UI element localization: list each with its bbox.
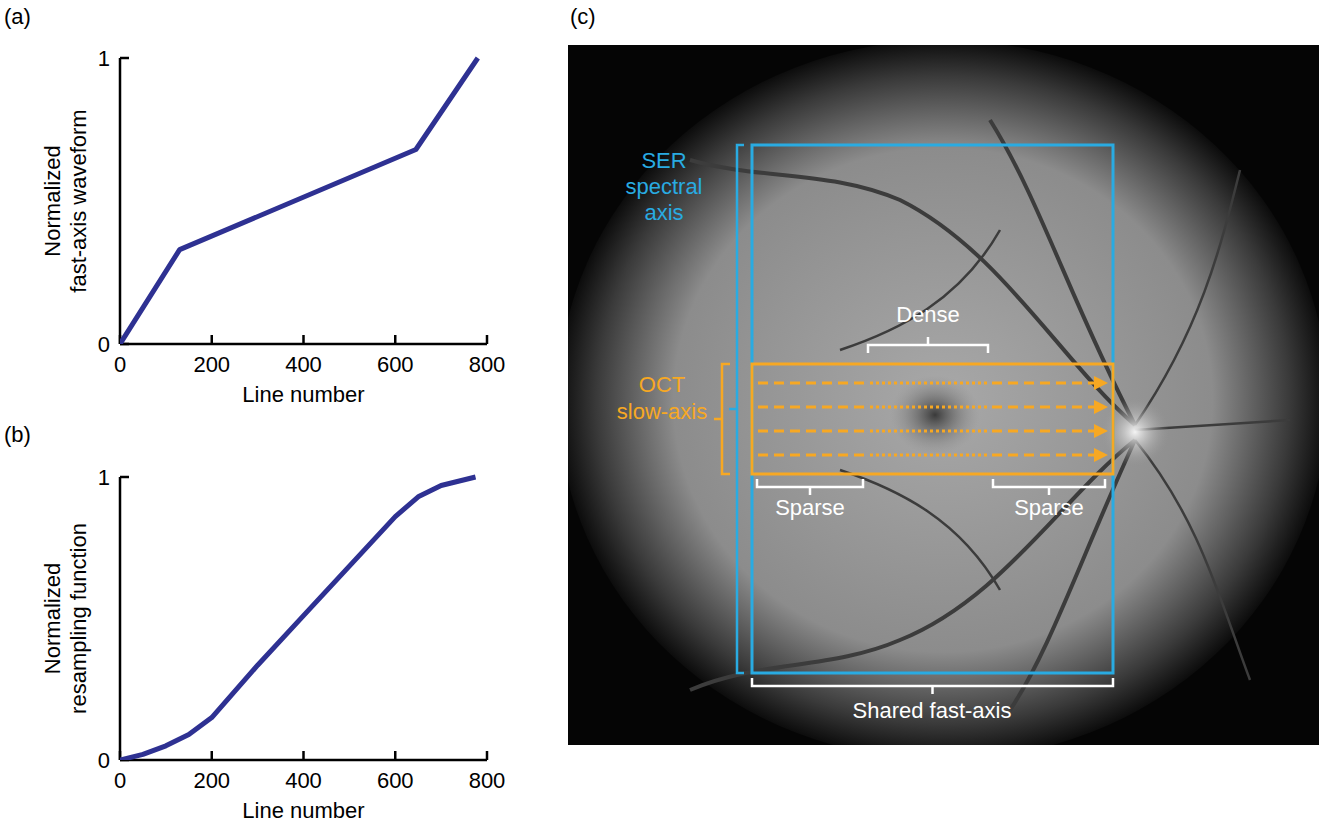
plot-area: [120, 58, 478, 344]
ser-label-line: axis: [644, 200, 683, 225]
ser-label-line: SER: [641, 148, 686, 173]
x-tick-label: 0: [114, 768, 126, 793]
ser-box: [752, 145, 1113, 673]
x-tick: [211, 751, 214, 760]
vessel: [840, 230, 1000, 350]
y-axis-title-line: fast-axis waveform: [66, 109, 91, 292]
x-tick: [394, 335, 397, 344]
dense-label: Dense: [896, 302, 960, 327]
oct-label-line: slow-axis: [617, 399, 707, 424]
x-axis-title: Line number: [242, 798, 364, 823]
data-line: [120, 477, 476, 760]
y-tick: [120, 476, 129, 479]
panel-label: (b): [4, 422, 31, 447]
scan-arrowhead: [1094, 376, 1108, 390]
fundus-image: [568, 45, 1319, 745]
x-tick-label: 200: [193, 768, 230, 793]
dense-bracket: [868, 337, 988, 353]
y-axis: [119, 477, 122, 760]
chart-panel: (b) 0 200 400 600 800 0 1 Line number Normalizedr…: [4, 422, 505, 823]
sparse-bracket: [993, 479, 1105, 495]
y-tick-label: 0: [98, 748, 110, 773]
ser-bracket: [729, 145, 744, 673]
scan-line-sparse: [992, 406, 1096, 409]
scan-line-sparse: [758, 430, 868, 433]
x-tick: [486, 335, 489, 344]
scan-arrowhead: [1094, 400, 1108, 414]
scan-line-sparse: [992, 382, 1096, 385]
scan-line-sparse: [758, 454, 868, 457]
scan-arrowhead: [1094, 448, 1108, 462]
scan-line-dense: [870, 454, 988, 457]
vessel: [1135, 440, 1250, 680]
scan-line-dense: [870, 382, 988, 385]
y-axis-title-line: Normalized: [40, 145, 65, 256]
y-tick-label: 1: [98, 465, 110, 490]
scan-line-dense: [870, 406, 988, 409]
y-tick-label: 0: [98, 332, 110, 357]
x-axis-title: Line number: [242, 382, 364, 407]
scan-line-dense: [870, 430, 988, 433]
y-axis-title-line: Normalized: [40, 563, 65, 674]
optic-disc: [1101, 398, 1169, 466]
data-line: [120, 58, 478, 344]
sparse-label: Sparse: [775, 495, 845, 520]
x-tick-label: 400: [285, 352, 322, 377]
y-tick-label: 1: [98, 46, 110, 71]
ser-label: SERspectralaxis: [625, 148, 702, 225]
x-tick: [211, 335, 214, 344]
x-tick: [486, 751, 489, 760]
x-tick-label: 0: [114, 352, 126, 377]
x-tick-label: 200: [193, 352, 230, 377]
scan-line-sparse: [758, 382, 868, 385]
scan-line-sparse: [758, 406, 868, 409]
sparse-label: Sparse: [1014, 495, 1084, 520]
shared-label: Shared fast-axis: [853, 698, 1012, 723]
fundus: [568, 45, 1319, 745]
ser-label-line: spectral: [625, 174, 702, 199]
chart-panel: (a) 0 200 400 600 800 0 1 Line number Normalizedf…: [4, 4, 505, 407]
x-tick: [302, 751, 305, 760]
y-tick: [120, 57, 129, 60]
vessel: [690, 440, 1135, 690]
x-tick-label: 600: [377, 768, 414, 793]
panel-label: (c): [570, 4, 596, 29]
x-tick: [302, 335, 305, 344]
plot-area: [120, 477, 476, 760]
canvas: (a)020040060080001Line numberNormalizedf…: [0, 0, 1319, 835]
oct-label-line: OCT: [639, 372, 685, 397]
y-axis-title-line: resampling function: [66, 523, 91, 714]
vessel: [1010, 440, 1135, 710]
sparse-bracket: [757, 479, 863, 495]
x-tick-label: 800: [469, 352, 506, 377]
x-tick: [394, 751, 397, 760]
y-axis-title: Normalizedfast-axis waveform: [40, 109, 91, 292]
figure: (a)020040060080001Line numberNormalizedf…: [0, 0, 1319, 835]
vessel: [690, 160, 1135, 425]
scan-line-sparse: [992, 454, 1096, 457]
x-tick-label: 800: [469, 768, 506, 793]
scan-line-sparse: [992, 430, 1096, 433]
x-tick-label: 400: [285, 768, 322, 793]
panel-label: (a): [4, 4, 31, 29]
image-panel: (c) SERspectralaxis OCTslow-axis Dense Spars…: [558, 4, 1319, 760]
oct-box: [752, 364, 1113, 474]
fovea: [890, 375, 980, 455]
shared-bracket: [752, 678, 1113, 694]
y-axis-title: Normalizedresampling function: [40, 523, 91, 714]
oct-label: OCTslow-axis: [617, 372, 707, 424]
x-tick-label: 600: [377, 352, 414, 377]
y-axis: [119, 58, 122, 344]
oct-bracket: [714, 364, 730, 474]
scan-arrowhead: [1094, 424, 1108, 438]
vessel: [1135, 170, 1240, 425]
